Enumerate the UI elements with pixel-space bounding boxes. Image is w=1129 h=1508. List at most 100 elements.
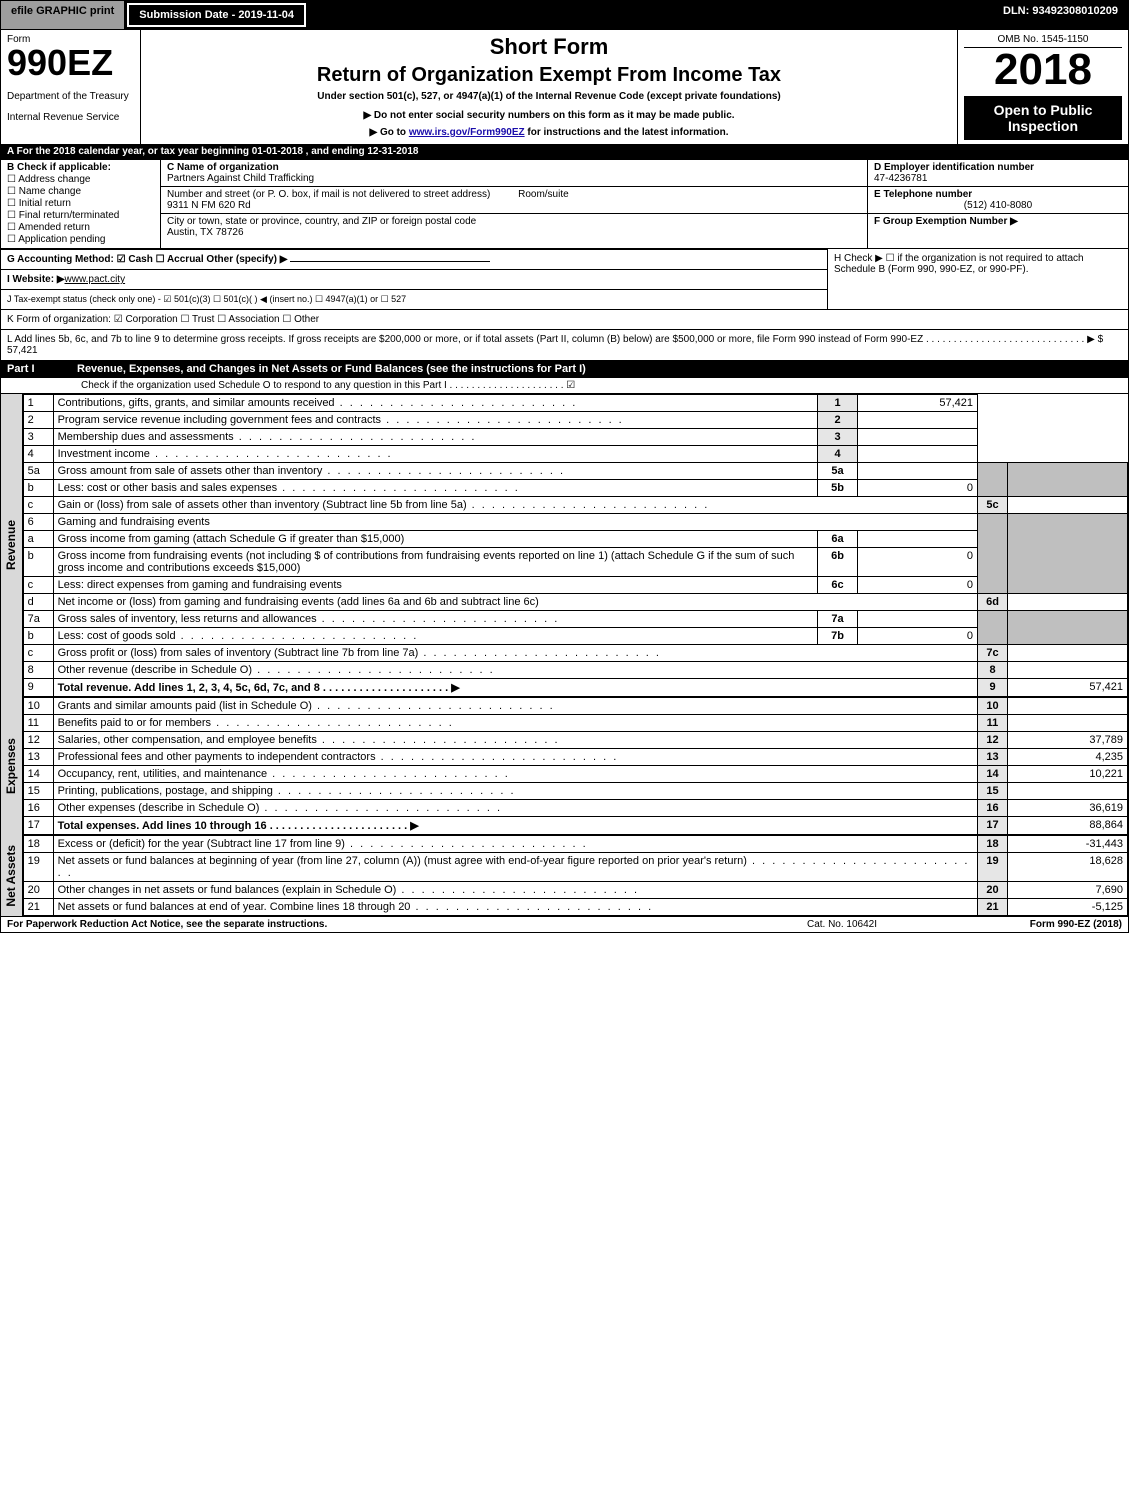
rn3: 3 [818, 429, 858, 446]
website-value[interactable]: www.pact.city [65, 274, 126, 285]
ib5b: 5b [818, 480, 858, 497]
line-7a: 7aGross sales of inventory, less returns… [23, 611, 1127, 628]
d3: Membership dues and assessments [53, 429, 817, 446]
line-11: 11Benefits paid to or for members11 [23, 715, 1127, 732]
chk-name-change[interactable]: ☐ Name change [7, 186, 154, 197]
n4: 4 [23, 446, 53, 463]
ib6a: 6a [818, 531, 858, 548]
rn4: 4 [818, 446, 858, 463]
line-7b: bLess: cost of goods sold7b0 [23, 628, 1127, 645]
d6cL: Less: direct expenses from gaming and fu… [53, 577, 817, 594]
n8: 8 [23, 662, 53, 679]
irs-label: Internal Revenue Service [7, 112, 134, 123]
year-column: OMB No. 1545-1150 2018 Open to Public In… [958, 30, 1128, 144]
chk-application-pending[interactable]: ☐ Application pending [7, 234, 154, 245]
d5a-wrap: Gross amount from sale of assets other t… [53, 463, 817, 480]
rn17: 17 [978, 817, 1008, 835]
dept-label: Department of the Treasury [7, 91, 134, 102]
n1: 1 [23, 395, 53, 412]
d17: Total expenses. Add lines 10 through 16 … [53, 817, 977, 835]
rn21: 21 [978, 899, 1008, 916]
line-19: 19Net assets or fund balances at beginni… [23, 853, 1127, 882]
d21: Net assets or fund balances at end of ye… [53, 899, 977, 916]
goto-link[interactable]: www.irs.gov/Form990EZ [409, 127, 525, 138]
n6: 6 [23, 514, 53, 531]
n7a: 7a [23, 611, 53, 628]
v2 [858, 412, 978, 429]
rn9: 9 [978, 679, 1008, 697]
calendar-year-row: A For the 2018 calendar year, or tax yea… [1, 144, 1128, 159]
iv5b: 0 [858, 480, 978, 497]
ein-block: D Employer identification number 47-4236… [868, 160, 1128, 248]
part-1-sub: Check if the organization used Schedule … [1, 378, 1128, 394]
check-b-title: B Check if applicable: [7, 162, 111, 173]
phone-value: (512) 410-8080 [874, 200, 1122, 211]
iv7b: 0 [858, 628, 978, 645]
org-info-row: B Check if applicable: ☐ Address change … [1, 159, 1128, 248]
cal-end: 12-31-2018 [367, 146, 418, 157]
rn12: 12 [978, 732, 1008, 749]
org-name-row: C Name of organization Partners Against … [161, 160, 867, 187]
chk-address-change[interactable]: ☐ Address change [7, 174, 154, 185]
rn14: 14 [978, 766, 1008, 783]
efile-print-button[interactable]: efile GRAPHIC print [1, 1, 125, 29]
expenses-sidebar: Expenses [1, 697, 23, 835]
d9t: Total revenue. Add lines 1, 2, 3, 4, 5c,… [58, 682, 460, 694]
chk-final-return[interactable]: ☐ Final return/terminated [7, 210, 154, 221]
v12: 37,789 [1008, 732, 1128, 749]
org-city-row: City or town, state or province, country… [161, 214, 867, 240]
header-row: Form 990EZ Department of the Treasury In… [1, 29, 1128, 144]
grey6 [978, 514, 1008, 594]
n20: 20 [23, 882, 53, 899]
dln-label: DLN: 93492308010209 [993, 1, 1128, 29]
pra-notice: For Paperwork Reduction Act Notice, see … [7, 919, 742, 930]
line-14: 14Occupancy, rent, utilities, and mainte… [23, 766, 1127, 783]
i-website: I Website: ▶www.pact.city [1, 269, 827, 289]
chk-initial-return[interactable]: ☐ Initial return [7, 198, 154, 209]
form-number: 990EZ [7, 45, 134, 81]
submission-date: Submission Date - 2019-11-04 [127, 3, 306, 27]
l-val: 57,421 [7, 345, 38, 356]
under-section: Under section 501(c), 527, or 4947(a)(1)… [147, 91, 951, 102]
d12: Salaries, other compensation, and employ… [53, 732, 977, 749]
n12: 12 [23, 732, 53, 749]
line-3: 3Membership dues and assessments3 [23, 429, 1127, 446]
ib7a: 7a [818, 611, 858, 628]
n6a: a [23, 531, 53, 548]
n7b: b [23, 628, 53, 645]
revenue-sidebar: Revenue [1, 394, 23, 697]
line-18: 18Excess or (deficit) for the year (Subt… [23, 836, 1127, 853]
n21: 21 [23, 899, 53, 916]
n6d: d [23, 594, 53, 611]
v11 [1008, 715, 1128, 732]
v16: 36,619 [1008, 800, 1128, 817]
org-street-row: Number and street (or P. O. box, if mail… [161, 187, 867, 214]
ein-row: D Employer identification number 47-4236… [868, 160, 1128, 187]
cat-number: Cat. No. 10642I [742, 919, 942, 930]
chk-label-1: Name change [19, 186, 81, 197]
v15 [1008, 783, 1128, 800]
n11: 11 [23, 715, 53, 732]
v3 [858, 429, 978, 446]
line-17: 17Total expenses. Add lines 10 through 1… [23, 817, 1127, 835]
rn15: 15 [978, 783, 1008, 800]
form-ref: Form 990-EZ (2018) [942, 919, 1122, 930]
netassets-sidebar: Net Assets [1, 835, 23, 916]
rn19: 19 [978, 853, 1008, 882]
n19: 19 [23, 853, 53, 882]
room-label: Room/suite [518, 189, 569, 200]
n7c: c [23, 645, 53, 662]
v6d [1008, 594, 1128, 611]
d10: Grants and similar amounts paid (list in… [53, 698, 977, 715]
chk-label-2: Initial return [19, 198, 71, 209]
d11: Benefits paid to or for members [53, 715, 977, 732]
k-form-org: K Form of organization: ☑ Corporation ☐ … [1, 309, 1128, 329]
d20: Other changes in net assets or fund bala… [53, 882, 977, 899]
rn8: 8 [978, 662, 1008, 679]
chk-amended-return[interactable]: ☐ Amended return [7, 222, 154, 233]
ib6b: 6b [818, 548, 858, 577]
v13: 4,235 [1008, 749, 1128, 766]
d7a: Gross sales of inventory, less returns a… [53, 611, 817, 628]
form-column: Form 990EZ Department of the Treasury In… [1, 30, 141, 144]
v21: -5,125 [1008, 899, 1128, 916]
